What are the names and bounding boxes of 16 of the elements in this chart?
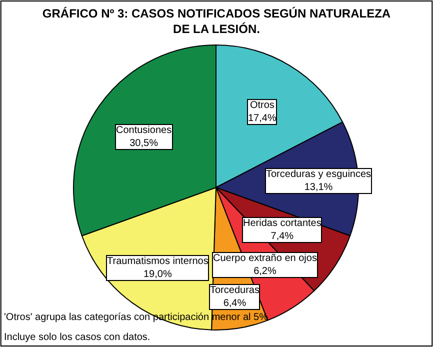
text: Incluye solo los casos con datos. [4, 332, 150, 343]
data-label: 30,5% [130, 138, 158, 149]
slice-label: Heridas cortantes [243, 218, 322, 229]
data-label: 6,4% [223, 298, 246, 309]
data-label: 17,4% [248, 113, 276, 124]
slice-label: Otros [250, 100, 274, 111]
data-label: 19,0% [143, 269, 172, 280]
slice-label: Contusiones [116, 125, 172, 136]
slice-label: Cuerpo extraño en ojos [213, 253, 317, 264]
data-label: 6,2% [254, 266, 276, 277]
slice-label: Traumatismos internos [107, 256, 208, 267]
slice-label: Torceduras [210, 285, 260, 296]
slice-label: Torceduras y esguinces [266, 169, 372, 180]
data-label: 13,1% [304, 182, 333, 193]
chart-title: GRÁFICO Nº 3: CASOS NOTIFICADOS SEGÚN NATURALEZA DE LA LESIÓN. [42, 6, 391, 36]
data-label: 7,4% [270, 231, 294, 242]
